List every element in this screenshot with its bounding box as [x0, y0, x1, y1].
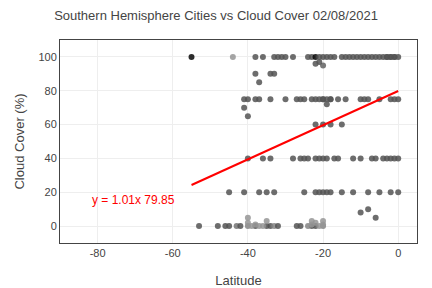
svg-text:Cloud Cover (%): Cloud Cover (%)	[12, 93, 27, 189]
svg-text:-20: -20	[315, 247, 331, 259]
svg-text:y = 1.01x 79.85: y = 1.01x 79.85	[92, 193, 175, 207]
svg-text:100: 100	[38, 51, 56, 63]
svg-text:20: 20	[45, 186, 57, 198]
svg-text:0: 0	[395, 247, 401, 259]
svg-text:80: 80	[45, 85, 57, 97]
svg-text:-80: -80	[90, 247, 106, 259]
svg-text:Southern Hemisphere Cities vs: Southern Hemisphere Cities vs Cloud Cove…	[54, 8, 378, 23]
svg-text:0: 0	[51, 220, 57, 232]
svg-text:40: 40	[45, 152, 57, 164]
svg-text:60: 60	[45, 118, 57, 130]
svg-text:-40: -40	[240, 247, 256, 259]
svg-text:-60: -60	[165, 247, 181, 259]
svg-text:Latitude: Latitude	[215, 273, 261, 288]
